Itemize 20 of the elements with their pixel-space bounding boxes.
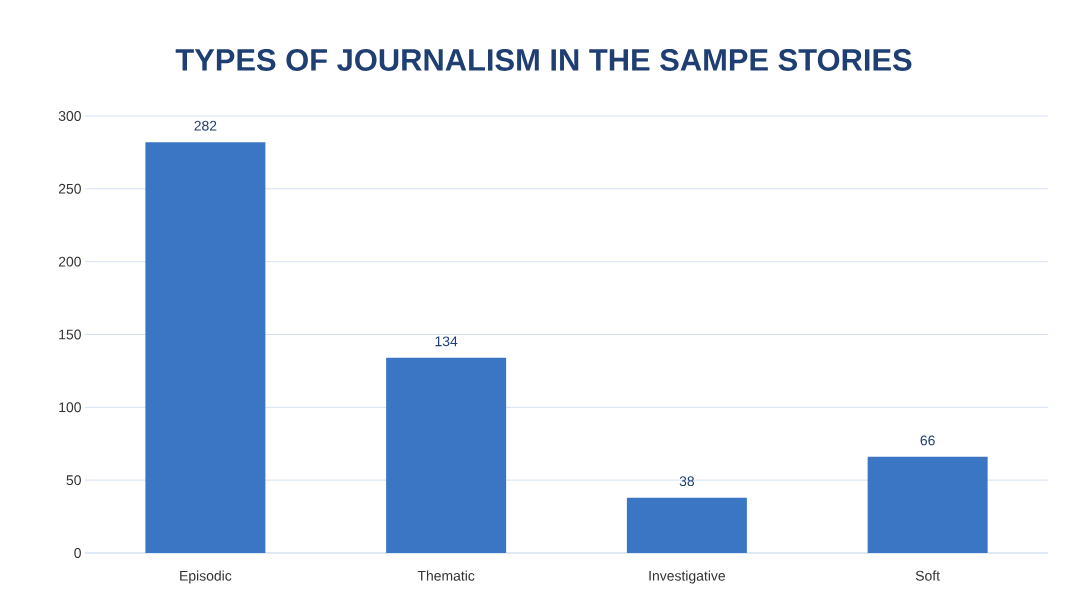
y-tick-label: 50 (66, 475, 81, 486)
y-tick-label: 0 (74, 548, 81, 558)
x-tick-label: Soft (915, 570, 940, 581)
bar (867, 456, 988, 553)
x-tick-label: Thematic (417, 570, 475, 581)
y-tick-label: 100 (59, 402, 81, 413)
data-label: 282 (194, 120, 217, 131)
data-label: 134 (435, 336, 458, 347)
bar (145, 142, 266, 553)
bar (626, 497, 747, 553)
chart-title: TYPES OF JOURNALISM IN THE SAMPE STORIES (175, 49, 912, 71)
y-tick-label: 300 (58, 111, 81, 121)
data-label: 66 (920, 435, 935, 446)
x-tick-label: Investigative (649, 570, 726, 584)
bar (386, 357, 507, 553)
y-tick-label: 150 (59, 329, 81, 340)
y-tick-label: 250 (58, 183, 81, 194)
data-label: 38 (679, 476, 695, 487)
x-tick-label: Episodic (180, 570, 232, 584)
y-tick-label: 200 (58, 256, 81, 267)
